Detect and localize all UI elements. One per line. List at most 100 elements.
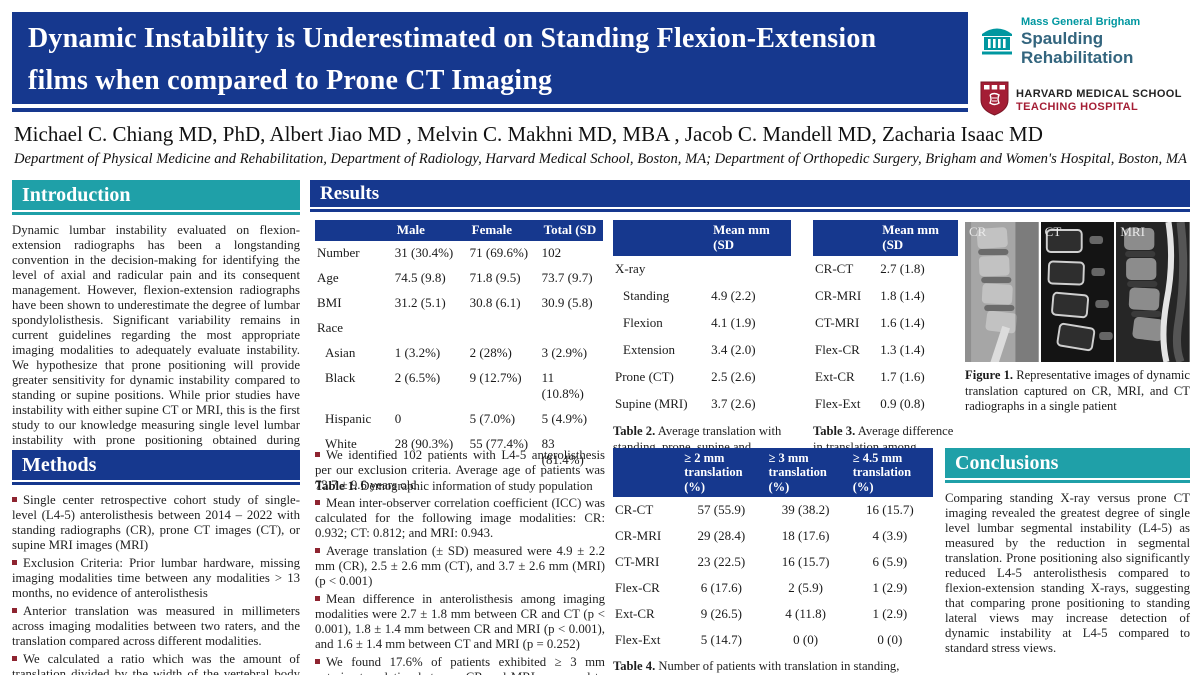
authors-line: Michael C. Chiang MD, PhD, Albert Jiao M… <box>14 122 1043 146</box>
bullet-text: Anterior translation was measured in mil… <box>12 603 300 648</box>
row-label: Ext-CR <box>615 606 655 622</box>
table-cell: 0.9 (0.8) <box>880 396 925 412</box>
row-label: Extension <box>623 342 675 358</box>
row-label: CR-CT <box>815 261 854 277</box>
table-row: BMI 31.2 (5.1) 30.8 (6.1) 30.9 (5.8) <box>315 291 603 316</box>
bullet-text: We calculated a ratio which was the amou… <box>12 651 300 675</box>
figure-panel-mri: MRI <box>1116 222 1191 362</box>
bullet-text: Average translation (± SD) measured were… <box>315 543 605 588</box>
figure-1-caption: Figure 1. Representative images of dynam… <box>965 368 1190 415</box>
table-cell: 18 (17.6) <box>781 528 830 544</box>
table-cell: 102 <box>541 245 562 261</box>
table-row: Flex-Ext 0.9 (0.8) <box>813 391 958 418</box>
section-header-methods: Methods <box>12 450 300 480</box>
table-cell <box>393 316 468 341</box>
table-cell: 3.7 (2.6) <box>711 396 756 412</box>
row-label: Hispanic <box>325 411 372 427</box>
methods-section: Methods Single center retrospective coho… <box>12 450 300 675</box>
figure-panel-cr-label: CR <box>969 224 987 239</box>
table-cell: 1.6 (1.4) <box>880 315 925 331</box>
table-1-caption: Table 1. Demographic information of stud… <box>315 479 603 495</box>
table-cell: 0 (0) <box>793 632 819 648</box>
row-label: Ext-CR <box>815 369 855 385</box>
methods-rule <box>12 482 300 485</box>
table-3-difference: Mean mm (SD CR-CT 2.7 (1.8) CR-MRI 1.8 (1.4)… <box>813 220 958 471</box>
table-row: Supine (MRI) 3.7 (2.6) <box>613 391 791 418</box>
column-header: ≥ 2 mm translation (%) <box>680 448 765 498</box>
bullet-item: Exclusion Criteria: Prior lumbar hardwar… <box>12 556 300 601</box>
table-cell: 6 (17.6) <box>700 580 742 596</box>
results-title: Results <box>320 183 380 204</box>
introduction-section: Introduction Dynamic lumbar instability … <box>12 180 300 463</box>
harvard-shield-icon <box>980 81 1009 121</box>
poster-title-banner: Dynamic Instability is Underestimated on… <box>12 12 968 104</box>
table-row: Black 2 (6.5%) 9 (12.7%) 11 (10.8%) <box>315 366 603 407</box>
row-label: Black <box>325 370 356 386</box>
bullet-marker-icon <box>315 499 320 505</box>
title-underline-rule <box>12 108 968 112</box>
table-cell: 4.1 (1.9) <box>711 315 756 331</box>
table-cell <box>540 316 603 341</box>
table-row: CR-MRI 1.8 (1.4) <box>813 283 958 310</box>
figure-panel-cr: CR <box>965 222 1039 362</box>
bullet-marker-icon <box>12 497 17 502</box>
row-label: CT-MRI <box>815 315 860 331</box>
table-cell: 57 (55.9) <box>697 502 746 518</box>
bullet-marker-icon <box>315 595 320 601</box>
figure-panel-ct: CT <box>1040 222 1115 362</box>
harvard-logo: HARVARD MEDICAL SCHOOL TEACHING HOSPITAL <box>980 81 1192 121</box>
row-label: Standing <box>623 288 670 304</box>
figure-1-panels: CR <box>965 222 1191 362</box>
table-cell: 1 (2.9) <box>872 606 908 622</box>
table-row: CR-CT 2.7 (1.8) <box>813 256 958 283</box>
poster-title-line1: Dynamic Instability is Underestimated on… <box>28 23 877 54</box>
spaulding-building-icon <box>980 23 1014 60</box>
table-row: Hispanic 0 5 (7.0%) 5 (4.9%) <box>315 407 603 432</box>
bullet-item: We calculated a ratio which was the amou… <box>12 652 300 675</box>
table-row: Age 74.5 (9.8) 71.8 (9.5) 73.7 (9.7) <box>315 266 603 291</box>
column-header: ≥ 3 mm translation (%) <box>764 448 849 498</box>
row-label: Flex-CR <box>615 580 660 596</box>
row-label: White <box>325 436 357 452</box>
bullet-item: Single center retrospective cohort study… <box>12 493 300 553</box>
table-cell: 3.4 (2.0) <box>711 342 756 358</box>
row-label: Number <box>317 245 360 261</box>
table-cell: 71.8 (9.5) <box>469 270 521 286</box>
table-row: Prone (CT) 2.5 (2.6) <box>613 364 791 391</box>
bullet-text: Single center retrospective cohort study… <box>12 493 300 552</box>
table-row: X-ray <box>613 256 791 283</box>
table-4-caption-label: Table 4. <box>613 659 656 674</box>
table-row: CT-MRI 1.6 (1.4) <box>813 310 958 337</box>
bullet-item: We identified 102 patients with L4-5 ant… <box>315 448 605 493</box>
column-header <box>315 220 393 241</box>
table-cell: 9 (26.5) <box>700 606 742 622</box>
table-cell: 55 (77.4%) <box>469 436 529 452</box>
table-4: ≥ 2 mm translation (%) ≥ 3 mm translation… <box>613 448 933 653</box>
table-cell: 39 (38.2) <box>781 502 830 518</box>
methods-bullets: Single center retrospective cohort study… <box>12 493 300 675</box>
table-1-caption-text: Demographic information of study populat… <box>357 478 593 493</box>
spaulding-logo: Mass General Brigham Spaulding Rehabilit… <box>980 16 1192 67</box>
table-row: Extension 3.4 (2.0) <box>613 337 791 364</box>
row-label: Age <box>317 270 339 286</box>
introduction-title: Introduction <box>22 184 131 206</box>
table-cell: 6 (5.9) <box>872 554 908 570</box>
row-label: CT-MRI <box>615 554 660 570</box>
conclusions-section: Conclusions Comparing standing X-ray ver… <box>945 448 1190 656</box>
section-header-conclusions: Conclusions <box>945 448 1190 478</box>
table-cell: 74.5 (9.8) <box>394 270 446 286</box>
table-row: Asian 1 (3.2%) 2 (28%) 3 (2.9%) <box>315 341 603 366</box>
column-header: Female <box>467 220 540 241</box>
table-cell: 4.9 (2.2) <box>711 288 756 304</box>
table-4-caption: Table 4. Number of patients with transla… <box>613 659 933 675</box>
table-cell: 2.5 (2.6) <box>711 369 756 385</box>
column-header: Male <box>392 220 468 241</box>
column-header <box>613 220 710 256</box>
row-label: CR-MRI <box>615 528 662 544</box>
introduction-rule <box>12 212 300 215</box>
table-1-demographics: Male Female Total (SD Number 31 (30.4%) 71 (6… <box>315 220 603 495</box>
table-cell: 0 (0) <box>877 632 903 648</box>
table-row: Ext-CR 1.7 (1.6) <box>813 364 958 391</box>
row-label: Flex-Ext <box>615 632 661 648</box>
table-row: Ext-CR 9 (26.5) 4 (11.8) 1 (2.9) <box>613 601 933 627</box>
